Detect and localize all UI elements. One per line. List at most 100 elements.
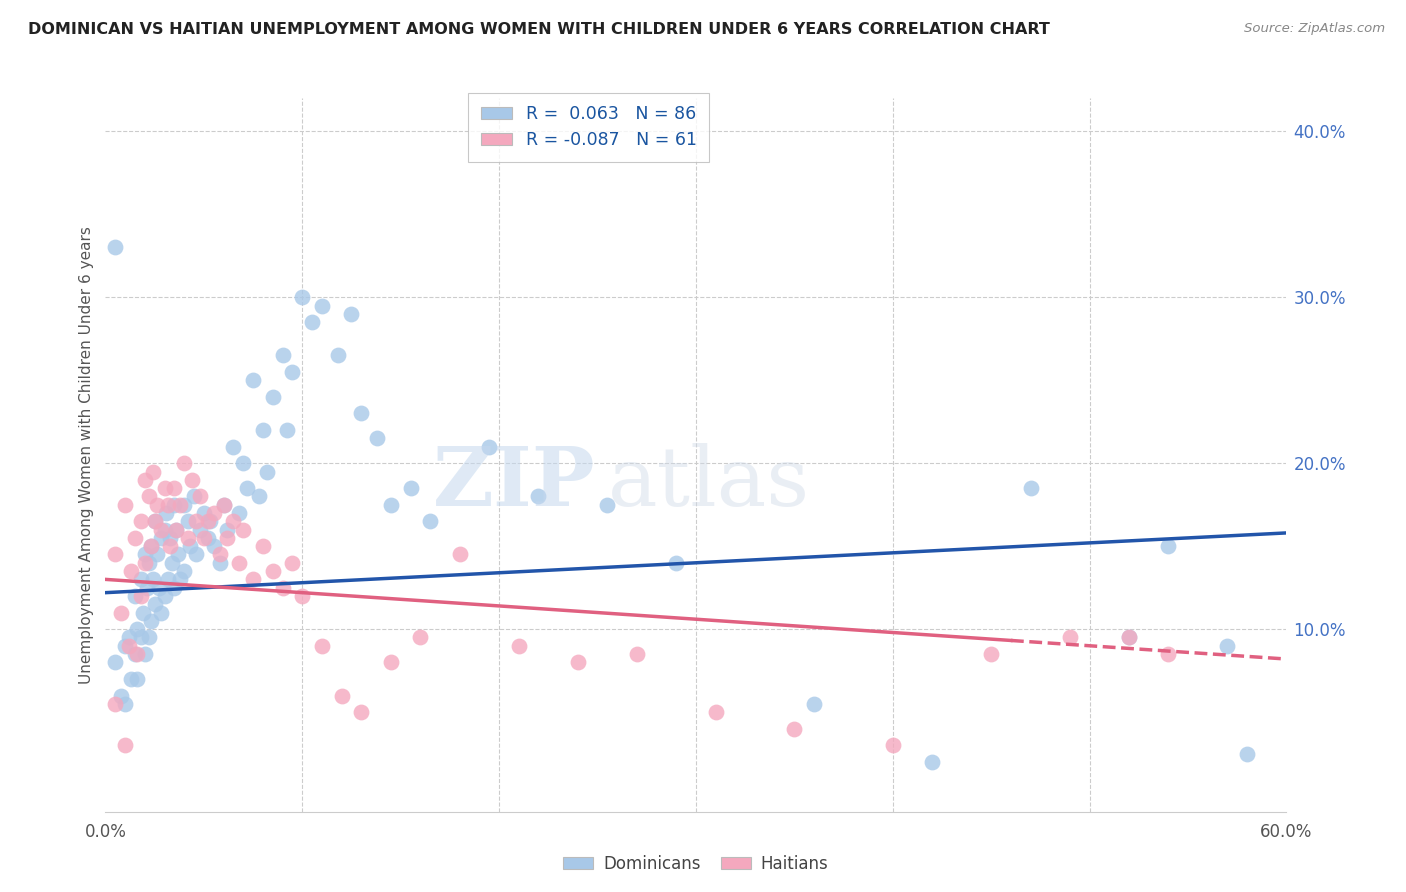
Point [340,307,363,321]
Point [104,548,127,562]
Point [143,514,166,528]
Point [262,390,284,404]
Point [135,581,157,595]
Point [252,423,274,437]
Point [350,705,373,719]
Point [179,539,201,553]
Text: atlas: atlas [607,443,810,524]
Point [129,631,152,645]
Point [138,490,160,504]
Point [188,523,211,537]
Point [143,597,166,611]
Point [419,514,441,528]
Point [882,739,904,753]
Point [242,573,264,587]
Point [330,689,353,703]
Point [118,639,141,653]
Point [165,523,187,537]
Point [114,639,136,653]
Point [228,556,250,570]
Point [271,348,294,362]
Point [567,656,589,670]
Point [142,465,165,479]
Point [197,514,219,528]
Point [232,456,254,470]
Point [1118,631,1140,645]
Point [173,456,195,470]
Point [124,647,146,661]
Point [114,498,136,512]
Point [409,631,432,645]
Point [163,498,186,512]
Point [153,523,176,537]
Point [162,556,184,570]
Point [1157,539,1180,553]
Point [132,606,155,620]
Point [202,539,225,553]
Point [380,656,402,670]
Point [120,672,142,686]
Point [148,581,170,595]
Point [183,490,205,504]
Point [167,548,190,562]
Point [208,548,231,562]
Point [149,523,172,537]
Point [125,622,148,636]
Point [626,647,648,661]
Point [120,564,142,578]
Point [197,531,219,545]
Point [173,564,195,578]
Point [134,473,156,487]
Legend: R =  0.063   N = 86, R = -0.087   N = 61: R = 0.063 N = 86, R = -0.087 N = 61 [468,93,709,161]
Point [232,523,254,537]
Point [198,514,221,528]
Point [139,539,162,553]
Point [129,573,152,587]
Point [208,556,231,570]
Point [222,514,245,528]
Point [129,589,152,603]
Point [139,539,162,553]
Point [281,556,304,570]
Point [149,531,172,545]
Point [193,531,215,545]
Point [478,440,501,454]
Point [704,705,727,719]
Point [134,647,156,661]
Point [184,548,207,562]
Point [138,556,160,570]
Point [256,465,278,479]
Point [110,606,132,620]
Point [252,539,274,553]
Y-axis label: Unemployment Among Women with Children Under 6 years: Unemployment Among Women with Children U… [79,226,94,684]
Point [149,606,172,620]
Point [118,631,141,645]
Point [114,697,136,711]
Point [449,548,471,562]
Point [159,539,181,553]
Point [202,506,225,520]
Point [153,481,176,495]
Point [247,490,270,504]
Point [134,548,156,562]
Point [188,490,211,504]
Point [596,498,619,512]
Point [193,506,215,520]
Point [301,315,323,329]
Point [157,573,180,587]
Point [212,498,235,512]
Point [311,639,333,653]
Point [173,498,195,512]
Point [803,697,825,711]
Text: Source: ZipAtlas.com: Source: ZipAtlas.com [1244,22,1385,36]
Point [1059,631,1081,645]
Point [665,556,688,570]
Point [228,506,250,520]
Point [129,514,152,528]
Point [291,290,314,304]
Point [145,498,167,512]
Point [125,647,148,661]
Point [212,498,235,512]
Point [281,365,304,379]
Point [980,647,1002,661]
